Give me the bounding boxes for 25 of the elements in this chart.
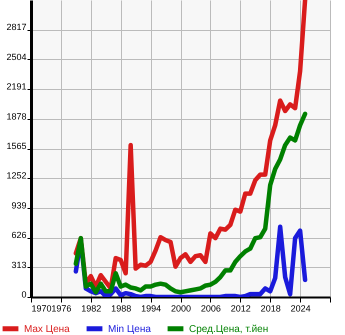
legend-label: Min Цена [108, 324, 152, 335]
x-tick-label: 1976 [51, 304, 72, 314]
y-tick-label: 2191 [6, 82, 26, 92]
x-tick-label: 2018 [260, 304, 281, 314]
x-tick-label: 2024 [290, 304, 311, 314]
x-tick-label: 2012 [230, 304, 251, 314]
line-series [74, 112, 308, 295]
y-tick-label: 1878 [6, 111, 26, 122]
x-tick-label: 2006 [200, 304, 221, 314]
y-tick-label: 0 [21, 290, 26, 300]
y-tick-label: 1252 [6, 170, 26, 181]
x-tick-label: 1970 [32, 304, 52, 314]
x-tick-label: 1982 [81, 304, 102, 314]
x-tick-label: 1994 [141, 304, 162, 314]
y-tick-label: 626 [11, 230, 26, 240]
y-tick-label: 313 [11, 260, 26, 270]
line-series [74, 0, 308, 291]
legend-label: Сред.Цена, т.йен [189, 324, 268, 335]
y-tick-label: 1565 [6, 141, 26, 151]
x-tick-label: 1988 [111, 304, 132, 314]
y-tick-label: 2817 [6, 22, 26, 32]
legend-label: Max Цена [24, 324, 70, 335]
y-tick-label: 939 [11, 200, 26, 210]
y-tick-label: 2504 [6, 52, 26, 62]
x-tick-label: 2000 [170, 304, 192, 314]
